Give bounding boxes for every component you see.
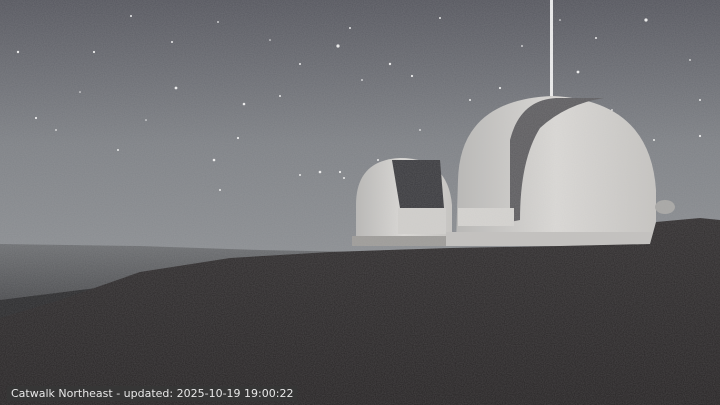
- webcam-caption: Catwalk Northeast - updated: 2025-10-19 …: [7, 386, 298, 401]
